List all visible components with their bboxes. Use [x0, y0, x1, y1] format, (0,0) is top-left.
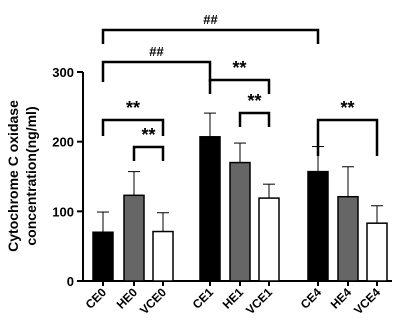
bar	[307, 170, 329, 282]
significance-bracket	[238, 111, 271, 127]
y-tick-label: 300	[52, 65, 74, 80]
x-tick-label: VCE1	[243, 285, 275, 317]
significance-bracket	[132, 145, 165, 161]
significance-label: **	[247, 91, 261, 111]
x-tick-label: VCE4	[351, 285, 383, 317]
significance-bracket	[208, 78, 271, 94]
significance-label: **	[340, 98, 354, 118]
y-tick-label: 100	[52, 204, 74, 219]
x-tick-label: VCE0	[137, 285, 169, 317]
significance-bracket	[316, 118, 379, 156]
x-tick-label: CE0	[83, 285, 110, 312]
significance-bracket	[101, 28, 320, 44]
significance-label: **	[126, 98, 140, 118]
significance-label: **	[232, 58, 246, 78]
bar	[123, 194, 145, 282]
bar	[92, 231, 114, 282]
bar	[258, 197, 280, 282]
bar	[229, 161, 251, 282]
significance-label: ##	[149, 44, 164, 59]
bar	[199, 136, 221, 282]
x-tick-label: CE1	[190, 285, 217, 312]
bar	[337, 195, 359, 282]
significance-label: ##	[203, 12, 218, 27]
significance-bracket	[101, 118, 165, 136]
y-axis-label: Cytochrome C oxidase	[5, 100, 21, 252]
y-tick-label: 200	[52, 135, 74, 150]
y-axis-label: concentration(ng/ml)	[23, 106, 39, 245]
x-tick-label: CE4	[298, 285, 325, 312]
significance-label: **	[141, 125, 155, 145]
bar	[152, 230, 174, 282]
significance-bracket	[101, 60, 212, 82]
bar	[366, 222, 388, 282]
y-tick-label: 0	[67, 274, 74, 289]
